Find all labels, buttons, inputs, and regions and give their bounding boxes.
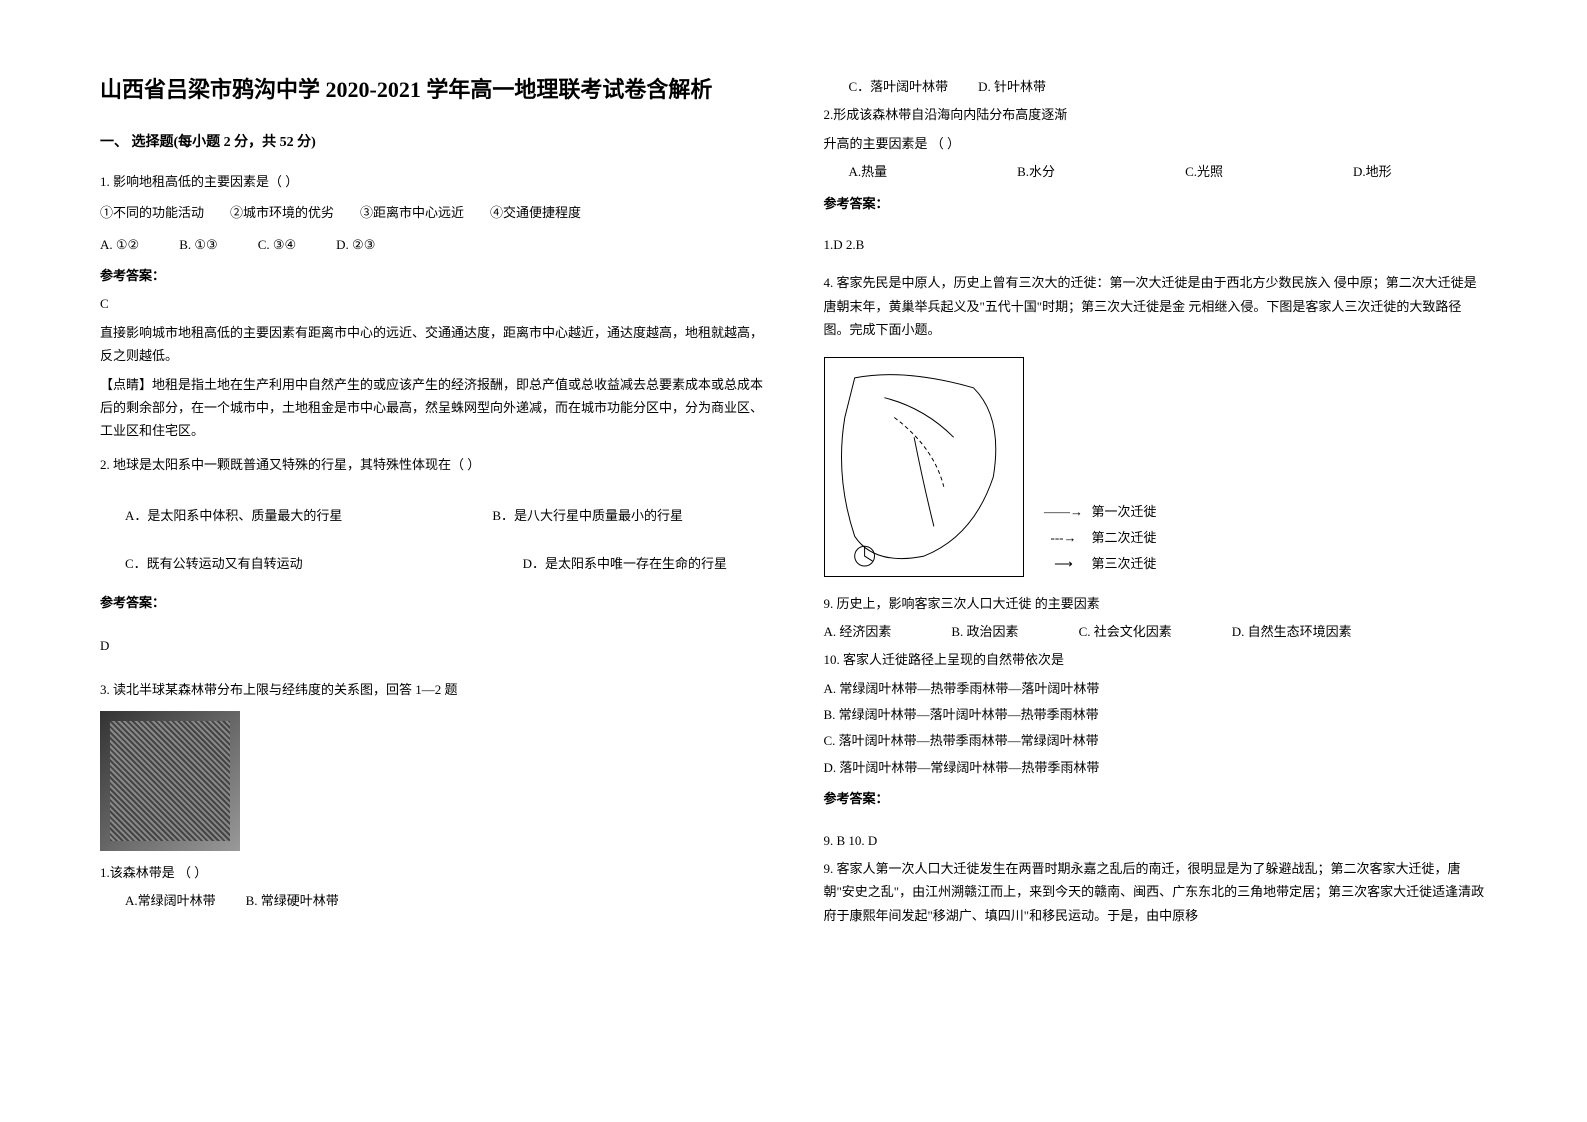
q4-explanation: 9. 客家人第一次人口大迁徙发生在两晋时期永嘉之乱后的南迁，很明显是为了躲避战乱… — [824, 857, 1488, 927]
q9-options: A. 经济因素 B. 政治因素 C. 社会文化因素 D. 自然生态环境因素 — [824, 620, 1488, 643]
q10-option-d: D. 落叶阔叶林带—常绿阔叶林带—热带季雨林带 — [824, 756, 1488, 779]
q3-sub1-option-d: D. 针叶林带 — [978, 75, 1046, 98]
q3-sub1: 1.该森林带是 （ ） — [100, 861, 764, 884]
q1-explanation-2: 【点睛】地租是指土地在生产利用中自然产生的或应该产生的经济报酬，即总产值或总收益… — [100, 373, 764, 443]
q3-sub1-option-c: C．落叶阔叶林带 — [849, 75, 949, 98]
q2-stem: 2. 地球是太阳系中一颗既普通又特殊的行星，其特殊性体现在（ ） — [100, 453, 764, 476]
q3-sub2-options: A.热量 B.水分 C.光照 D.地形 — [824, 160, 1488, 183]
legend-migration-1: ——→ 第一次迁徙 — [1044, 499, 1157, 525]
q1-option-b: B. ①③ — [179, 233, 217, 256]
q2-options-row1: A．是太阳系中体积、质量最大的行星 B．是八大行星中质量最小的行星 — [100, 504, 764, 527]
question-4: 4. 客家先民是中原人，历史上曾有三次大的迁徙：第一次大迁徙是由于西北方少数民族… — [824, 271, 1488, 927]
migration-map-container: ——→ 第一次迁徙 ---→ 第二次迁徙 ⟶ 第三次迁徙 — [824, 357, 1488, 577]
q10-options: A. 常绿阔叶林带—热带季雨林带—落叶阔叶林带 B. 常绿阔叶林带—落叶阔叶林带… — [824, 677, 1488, 780]
q9-option-d: D. 自然生态环境因素 — [1232, 620, 1352, 643]
q2-option-c: C．既有公转运动又有自转运动 — [125, 552, 303, 575]
q9-stem: 9. 历史上，影响客家三次人口大迁徙 的主要因素 — [824, 592, 1488, 615]
legend-2-text: 第二次迁徙 — [1092, 525, 1157, 551]
q1-options: A. ①② B. ①③ C. ③④ D. ②③ — [100, 233, 764, 256]
q10-option-b: B. 常绿阔叶林带—落叶阔叶林带—热带季雨林带 — [824, 703, 1488, 726]
q2-option-d: D．是太阳系中唯一存在生命的行星 — [523, 552, 727, 575]
map-legend: ——→ 第一次迁徙 ---→ 第二次迁徙 ⟶ 第三次迁徙 — [1044, 499, 1157, 577]
q1-answer: C — [100, 292, 764, 315]
question-1: 1. 影响地租高低的主要因素是（ ） ①不同的功能活动 ②城市环境的优劣 ③距离… — [100, 170, 764, 443]
q1-option-d: D. ②③ — [336, 233, 375, 256]
q1-option-a: A. ①② — [100, 233, 139, 256]
migration-map — [824, 357, 1024, 577]
question-2: 2. 地球是太阳系中一颗既普通又特殊的行星，其特殊性体现在（ ） A．是太阳系中… — [100, 453, 764, 658]
q3-sub2-option-d: D.地形 — [1353, 160, 1392, 183]
q3-answer-label: 参考答案： — [824, 192, 1488, 215]
q3-sub1-option-b: B. 常绿硬叶林带 — [246, 889, 339, 912]
q9-option-c: C. 社会文化因素 — [1079, 620, 1172, 643]
q3-stem: 3. 读北半球某森林带分布上限与经纬度的关系图，回答 1—2 题 — [100, 678, 764, 701]
q3-sub2-option-b: B.水分 — [1017, 160, 1055, 183]
q4-answer: 9. B 10. D — [824, 829, 1488, 852]
left-column: 山西省吕梁市鸦沟中学 2020-2021 学年高一地理联考试卷含解析 一、 选择… — [100, 70, 764, 937]
q1-option-c: C. ③④ — [258, 233, 296, 256]
q10-option-c: C. 落叶阔叶林带—热带季雨林带—常绿阔叶林带 — [824, 729, 1488, 752]
q1-choices-items: ①不同的功能活动 ②城市环境的优劣 ③距离市中心远近 ④交通便捷程度 — [100, 201, 764, 224]
q2-option-b: B．是八大行星中质量最小的行星 — [492, 504, 683, 527]
legend-migration-2: ---→ 第二次迁徙 — [1044, 525, 1157, 551]
q3-sub2-line2: 升高的主要因素是 （ ） — [824, 132, 1488, 155]
q2-options-row2: C．既有公转运动又有自转运动 D．是太阳系中唯一存在生命的行星 — [100, 552, 764, 575]
q10-option-a: A. 常绿阔叶林带—热带季雨林带—落叶阔叶林带 — [824, 677, 1488, 700]
q3-sub2-option-a: A.热量 — [849, 160, 888, 183]
q3-sub1-options: A.常绿阔叶林带 B. 常绿硬叶林带 — [100, 889, 764, 912]
q9-option-b: B. 政治因素 — [951, 620, 1018, 643]
q1-answer-label: 参考答案： — [100, 264, 764, 287]
right-column: C．落叶阔叶林带 D. 针叶林带 2.形成该森林带自沿海向内陆分布高度逐渐 升高… — [824, 70, 1488, 937]
q10-stem: 10. 客家人迁徙路径上呈现的自然带依次是 — [824, 648, 1488, 671]
q3-sub2-line1: 2.形成该森林带自沿海向内陆分布高度逐渐 — [824, 103, 1488, 126]
q3-sub1-options-cd: C．落叶阔叶林带 D. 针叶林带 — [824, 75, 1488, 98]
q2-answer: D — [100, 634, 764, 657]
question-3: 3. 读北半球某森林带分布上限与经纬度的关系图，回答 1—2 题 1.该森林带是… — [100, 678, 764, 913]
q3-answer: 1.D 2.B — [824, 233, 1488, 256]
forest-chart-image — [100, 711, 240, 851]
q3-sub2-option-c: C.光照 — [1185, 160, 1223, 183]
legend-migration-3: ⟶ 第三次迁徙 — [1044, 551, 1157, 577]
q4-intro: 4. 客家先民是中原人，历史上曾有三次大的迁徙：第一次大迁徙是由于西北方少数民族… — [824, 271, 1488, 341]
q2-answer-label: 参考答案： — [100, 591, 764, 614]
exam-title: 山西省吕梁市鸦沟中学 2020-2021 学年高一地理联考试卷含解析 — [100, 70, 764, 110]
q3-sub1-option-a: A.常绿阔叶林带 — [125, 889, 216, 912]
q9-option-a: A. 经济因素 — [824, 620, 892, 643]
legend-1-text: 第一次迁徙 — [1092, 499, 1157, 525]
q2-option-a: A．是太阳系中体积、质量最大的行星 — [125, 504, 342, 527]
legend-3-text: 第三次迁徙 — [1092, 551, 1157, 577]
q1-explanation-1: 直接影响城市地租高低的主要因素有距离市中心的远近、交通通达度，距离市中心越近，通… — [100, 321, 764, 368]
q1-stem: 1. 影响地租高低的主要因素是（ ） — [100, 170, 764, 193]
q4-answer-label: 参考答案： — [824, 787, 1488, 810]
section-1-header: 一、 选择题(每小题 2 分，共 52 分) — [100, 130, 764, 155]
